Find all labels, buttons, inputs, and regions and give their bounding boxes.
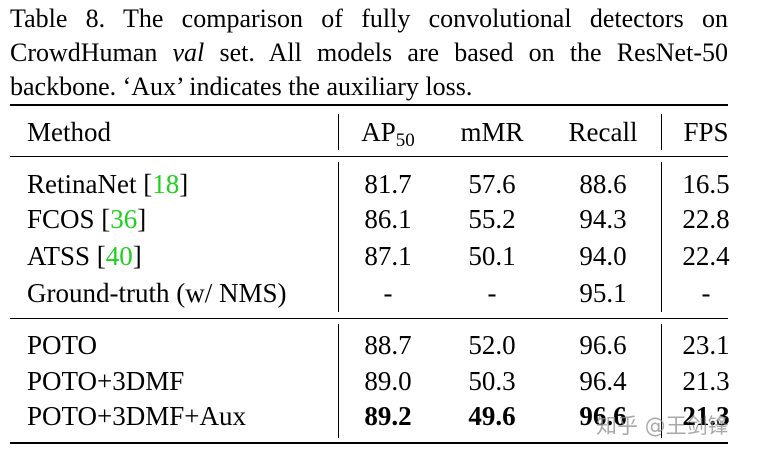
text-run: RetinaNet [ xyxy=(27,169,153,199)
text-run: backbone. ‘Aux’ indicates the auxiliary … xyxy=(10,72,473,101)
method-cell: ATSS [40] xyxy=(27,240,142,272)
watermark: 知乎 @王剑锋 xyxy=(596,414,729,438)
header-cell: Method xyxy=(27,116,111,148)
text-run: FCOS [ xyxy=(27,204,111,234)
value-cell: 96.4 xyxy=(579,366,627,396)
value-cell: 50.3 xyxy=(468,366,516,396)
text-run: set. All models are based on the ResNet-… xyxy=(204,38,728,67)
column-separator xyxy=(338,114,339,150)
text-run: POTO xyxy=(27,330,98,360)
value-cell: 96.6 xyxy=(579,330,627,360)
text-run: ] xyxy=(179,169,189,199)
value-cell: 87.1 xyxy=(364,241,412,271)
value-cell: 50.1 xyxy=(468,241,516,271)
column-separator xyxy=(661,162,662,312)
value-cell: 21.3 xyxy=(682,401,730,431)
header-cell: mMR xyxy=(460,116,523,148)
value-cell: 89.2 xyxy=(364,401,412,431)
caption-line: backbone. ‘Aux’ indicates the auxiliary … xyxy=(10,72,728,102)
header-cell: Recall xyxy=(569,116,638,148)
value-cell: 89.0 xyxy=(364,366,412,396)
value-cell: 86.1 xyxy=(364,204,412,234)
value-cell: 94.3 xyxy=(579,204,627,234)
value-cell: 96.6 xyxy=(579,401,627,431)
citation: 36 xyxy=(110,204,138,234)
header-cell: AP50 xyxy=(361,116,415,151)
text-run: ] xyxy=(137,204,147,234)
method-cell: POTO+3DMF+Aux xyxy=(27,400,246,432)
text-run: ] xyxy=(132,241,142,271)
table-rule xyxy=(10,442,728,444)
value-cell: 21.3 xyxy=(682,366,730,396)
value-cell: - xyxy=(487,278,497,308)
text-run: Recall xyxy=(568,117,638,147)
header-cell: FPS xyxy=(683,116,728,148)
table-rule xyxy=(10,156,728,157)
value-cell: 55.2 xyxy=(468,204,516,234)
text-run: 50 xyxy=(395,130,415,151)
text-run: FPS xyxy=(683,117,729,147)
value-cell: 57.6 xyxy=(468,169,516,199)
text-run: val xyxy=(172,38,205,67)
text-run: Table 8. The comparison of fully convolu… xyxy=(10,4,728,33)
value-cell: 88.7 xyxy=(364,330,412,360)
method-cell: RetinaNet [18] xyxy=(27,168,188,200)
text-run: AP xyxy=(361,117,396,147)
text-run: ATSS [ xyxy=(27,241,106,271)
text-run: mMR xyxy=(460,117,524,147)
text-run: CrowdHuman xyxy=(10,38,173,67)
value-cell: - xyxy=(701,278,711,308)
column-separator xyxy=(661,114,662,150)
caption-line: CrowdHuman val set. All models are based… xyxy=(10,38,728,68)
text-run: Ground-truth (w/ NMS) xyxy=(27,278,287,308)
method-cell: Ground-truth (w/ NMS) xyxy=(27,277,286,309)
column-separator xyxy=(661,324,662,438)
value-cell: 52.0 xyxy=(468,330,516,360)
table-rule xyxy=(10,104,728,106)
table-rule xyxy=(10,318,728,319)
value-cell: 22.8 xyxy=(682,204,730,234)
value-cell: - xyxy=(383,278,393,308)
value-cell: 16.5 xyxy=(682,169,730,199)
citation: 18 xyxy=(152,169,180,199)
method-cell: FCOS [36] xyxy=(27,203,146,235)
method-cell: POTO xyxy=(27,329,97,361)
value-cell: 22.4 xyxy=(682,241,730,271)
text-run: POTO+3DMF+Aux xyxy=(27,401,246,431)
value-cell: 81.7 xyxy=(364,169,412,199)
value-cell: 49.6 xyxy=(468,401,516,431)
caption-line: Table 8. The comparison of fully convolu… xyxy=(10,4,728,34)
value-cell: 88.6 xyxy=(579,169,627,199)
text-run: POTO+3DMF xyxy=(27,366,185,396)
column-separator xyxy=(338,324,339,438)
value-cell: 23.1 xyxy=(682,330,730,360)
value-cell: 94.0 xyxy=(579,241,627,271)
text-run: Method xyxy=(27,117,111,147)
method-cell: POTO+3DMF xyxy=(27,365,184,397)
citation: 40 xyxy=(105,241,133,271)
column-separator xyxy=(338,162,339,312)
value-cell: 95.1 xyxy=(579,278,627,308)
